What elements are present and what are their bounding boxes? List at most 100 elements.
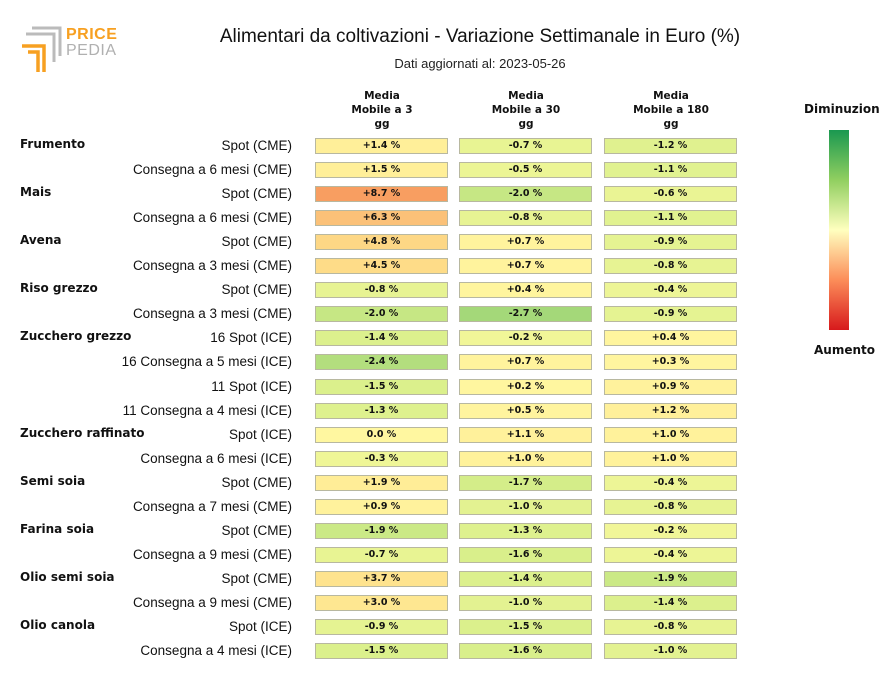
heatmap-cell: -1.5 % bbox=[315, 643, 448, 660]
heatmap-cell: -1.9 % bbox=[604, 570, 737, 587]
heatmap-cell: +0.3 % bbox=[604, 354, 737, 371]
column-header-line: Media bbox=[508, 90, 544, 102]
logo-mark-icon bbox=[22, 26, 62, 72]
heatmap-cell: +3.7 % bbox=[315, 570, 448, 587]
pricepedia-logo: PRICE PEDIA bbox=[20, 26, 130, 76]
heatmap-cell: +1.1 % bbox=[459, 426, 592, 443]
row-label: Consegna a 7 mesi (CME) bbox=[132, 498, 292, 514]
row-label: Consegna a 6 mesi (CME) bbox=[132, 210, 292, 226]
heatmap-cell: -1.0 % bbox=[459, 498, 592, 515]
heatmap-cell: -0.8 % bbox=[604, 498, 737, 515]
group-label: Riso grezzo bbox=[20, 281, 98, 296]
heatmap-cell: -1.3 % bbox=[459, 522, 592, 539]
row-label: 16 Spot (ICE) bbox=[210, 330, 292, 346]
row-label: Spot (ICE) bbox=[228, 426, 292, 442]
group-label: Olio semi soia bbox=[20, 569, 115, 584]
heatmap-cell: -0.9 % bbox=[604, 306, 737, 323]
heatmap-cell: +0.4 % bbox=[604, 330, 737, 347]
heatmap-cell: -2.4 % bbox=[315, 354, 448, 371]
heatmap-cell: -0.4 % bbox=[604, 282, 737, 299]
legend-label-decrease: Diminuzione bbox=[804, 102, 880, 116]
heatmap-cell: +1.0 % bbox=[604, 450, 737, 467]
heatmap-cell: +1.4 % bbox=[315, 138, 448, 154]
row-label: Consegna a 3 mesi (CME) bbox=[132, 258, 292, 274]
group-label: Zucchero grezzo bbox=[20, 329, 132, 344]
chart-title: Alimentari da coltivazioni - Variazione … bbox=[219, 26, 741, 47]
heatmap-cell: -0.9 % bbox=[315, 619, 448, 635]
heatmap-cell: +6.3 % bbox=[315, 210, 448, 227]
row-label: Spot (CME) bbox=[221, 234, 292, 250]
heatmap-cell: +1.2 % bbox=[604, 402, 737, 419]
heatmap-cell: -0.8 % bbox=[604, 619, 737, 635]
heatmap-cell: +1.9 % bbox=[315, 474, 448, 491]
row-label: Consegna a 6 mesi (ICE) bbox=[140, 450, 292, 466]
row-label: Spot (CME) bbox=[221, 474, 292, 490]
group-label: Frumento bbox=[20, 137, 86, 151]
column-header: Media Mobile a 180 gg bbox=[603, 89, 739, 131]
heatmap-cell: -1.0 % bbox=[459, 594, 592, 611]
column-header-line: gg bbox=[663, 118, 679, 130]
group-label: Semi soia bbox=[20, 473, 86, 488]
heatmap-cell: -0.8 % bbox=[604, 258, 737, 275]
row-label: Spot (CME) bbox=[221, 138, 292, 153]
legend-color-bar bbox=[829, 130, 849, 330]
chart-subtitle: Dati aggiornati al: 2023-05-26 bbox=[394, 56, 566, 71]
column-header: Media Mobile a 3 gg bbox=[314, 89, 450, 131]
legend-label-increase: Aumento bbox=[814, 343, 875, 357]
column-header-line: Media bbox=[364, 90, 400, 102]
heatmap-cell: +0.7 % bbox=[459, 354, 592, 371]
heatmap-cell: -1.5 % bbox=[315, 378, 448, 395]
row-label: Spot (ICE) bbox=[228, 619, 292, 634]
heatmap-cell: -1.6 % bbox=[459, 643, 592, 660]
heatmap-cell: +1.0 % bbox=[604, 426, 737, 443]
row-label: Spot (CME) bbox=[221, 570, 292, 586]
heatmap-cell: +1.0 % bbox=[459, 450, 592, 467]
heatmap-cell: -1.1 % bbox=[604, 210, 737, 227]
row-label: Consegna a 9 mesi (CME) bbox=[132, 546, 292, 562]
heatmap-cell: -2.7 % bbox=[459, 306, 592, 323]
column-header-line: Mobile a 30 bbox=[491, 104, 561, 116]
group-label: Olio canola bbox=[20, 618, 96, 632]
heatmap-cell: +0.9 % bbox=[315, 498, 448, 515]
heatmap-cell: +3.0 % bbox=[315, 594, 448, 611]
heatmap-cell: +8.7 % bbox=[315, 186, 448, 203]
heatmap-cell: -2.0 % bbox=[315, 306, 448, 323]
heatmap-cell: +0.7 % bbox=[459, 234, 592, 251]
column-header: Media Mobile a 30 gg bbox=[458, 89, 594, 131]
heatmap-cell: +1.5 % bbox=[315, 162, 448, 179]
heatmap-cell: -1.1 % bbox=[604, 162, 737, 179]
row-label: 11 Spot (ICE) bbox=[211, 378, 292, 394]
column-header-line: gg bbox=[374, 118, 390, 130]
group-label: Mais bbox=[20, 185, 52, 200]
heatmap-cell: +4.5 % bbox=[315, 258, 448, 275]
heatmap-cell: -0.6 % bbox=[604, 186, 737, 203]
heatmap-cell: -1.5 % bbox=[459, 619, 592, 635]
column-header-line: Media bbox=[653, 90, 689, 102]
column-header-line: Mobile a 180 bbox=[633, 104, 709, 116]
row-label: Consegna a 3 mesi (CME) bbox=[132, 306, 292, 322]
heatmap-cell: -0.2 % bbox=[604, 522, 737, 539]
heatmap-cell: -1.2 % bbox=[604, 138, 737, 154]
heatmap-cell: 0.0 % bbox=[315, 426, 448, 443]
heatmap-cell: -1.4 % bbox=[604, 594, 737, 611]
heatmap-cell: -0.5 % bbox=[459, 162, 592, 179]
heatmap-cell: -0.8 % bbox=[459, 210, 592, 227]
heatmap-cell: -0.9 % bbox=[604, 234, 737, 251]
heatmap-cell: -1.6 % bbox=[459, 546, 592, 563]
logo-text-price: PRICE bbox=[66, 26, 118, 43]
heatmap-cell: +0.9 % bbox=[604, 378, 737, 395]
heatmap-cell: +4.8 % bbox=[315, 234, 448, 251]
heatmap-cell: +0.4 % bbox=[459, 282, 592, 299]
heatmap-cell: +0.5 % bbox=[459, 402, 592, 419]
row-label: 11 Consegna a 4 mesi (ICE) bbox=[122, 402, 292, 418]
group-label: Avena bbox=[20, 233, 62, 248]
row-label: 16 Consegna a 5 mesi (ICE) bbox=[121, 354, 292, 370]
row-label: Consegna a 4 mesi (ICE) bbox=[140, 643, 292, 659]
heatmap-cell: -1.9 % bbox=[315, 522, 448, 539]
heatmap-cell: -0.7 % bbox=[315, 546, 448, 563]
heatmap-cell: -0.8 % bbox=[315, 282, 448, 299]
row-label: Spot (CME) bbox=[221, 186, 292, 202]
heatmap-cell: -0.4 % bbox=[604, 474, 737, 491]
group-label: Farina soia bbox=[20, 521, 95, 536]
heatmap-cell: -0.2 % bbox=[459, 330, 592, 347]
